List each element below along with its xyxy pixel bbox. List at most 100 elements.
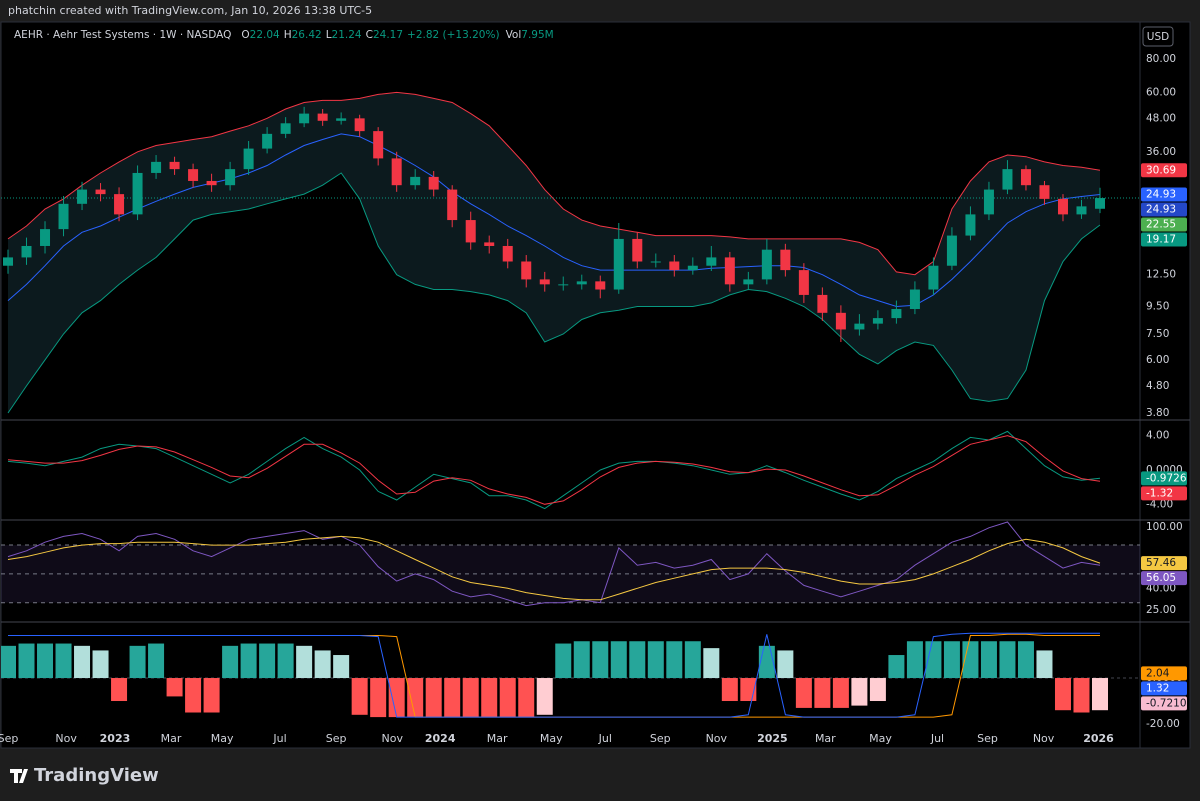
last-value-tag — [1141, 696, 1187, 711]
x-tick-label: May — [211, 732, 234, 745]
histogram-bar — [1073, 678, 1090, 713]
histogram-bar — [906, 641, 923, 679]
last-value-label: -0.7210 — [1146, 697, 1187, 709]
histogram-bar — [481, 678, 498, 718]
candle-body — [1076, 206, 1087, 215]
histogram-bar — [814, 678, 831, 708]
legend-value: 26.42 — [292, 29, 322, 41]
histogram-bar — [111, 678, 128, 702]
legend-value: 24.17 — [373, 29, 403, 41]
candle-body — [188, 169, 199, 181]
candle-body — [447, 189, 458, 221]
x-tick-label: Nov — [55, 732, 77, 745]
histogram-bar — [314, 650, 331, 679]
candle-body — [687, 265, 698, 271]
histogram-bar — [259, 643, 276, 679]
histogram-bar — [869, 678, 886, 702]
candle-body — [835, 312, 846, 330]
histogram-bar — [925, 641, 942, 679]
candle-body — [502, 245, 513, 262]
candle-body — [132, 172, 143, 215]
histogram-bar — [888, 655, 905, 679]
candle-body — [1002, 169, 1013, 190]
histogram-bar — [980, 641, 997, 679]
candle-body — [1020, 169, 1031, 186]
indicator-line — [7, 435, 1101, 505]
x-tick-label: Jul — [272, 732, 286, 745]
histogram-bar — [333, 655, 350, 679]
candle-body — [262, 133, 273, 149]
candle-body — [854, 323, 865, 330]
y-tick-label: 7.50 — [1146, 328, 1169, 340]
currency-button[interactable] — [1142, 26, 1174, 47]
last-value-label: 24.93 — [1146, 188, 1176, 200]
candle-body — [983, 189, 994, 215]
candle-body — [521, 261, 532, 280]
histogram-bar — [1, 645, 16, 679]
candle-body — [539, 279, 550, 285]
candle-body — [336, 118, 347, 121]
candle-body — [465, 220, 476, 243]
histogram-bar — [610, 641, 627, 679]
plot — [1, 91, 1140, 718]
currency[interactable]: USD — [1147, 31, 1169, 43]
histogram-bar — [1017, 641, 1034, 679]
last-value-tag — [1141, 202, 1187, 217]
histogram-bar — [370, 678, 387, 718]
histogram-bar — [1036, 650, 1053, 679]
histogram-bar — [518, 678, 535, 718]
x-tick-label: Nov — [706, 732, 728, 745]
last-value-tag — [1141, 232, 1187, 247]
y-tick-label: 80.00 — [1146, 53, 1176, 65]
last-value-label: 57.46 — [1146, 557, 1176, 569]
candle-body — [410, 176, 421, 186]
y-tick-label: 4.80 — [1146, 380, 1169, 392]
candle-body — [891, 309, 902, 319]
legend-value: 22.04 — [250, 29, 280, 41]
histogram-bar — [462, 678, 479, 718]
indicator-line — [7, 521, 1101, 607]
histogram-bar — [499, 678, 516, 718]
histogram-bar — [573, 641, 590, 679]
candle-body — [946, 235, 957, 266]
candle-body — [169, 161, 180, 170]
candle-body — [798, 270, 809, 295]
indicator-line — [7, 91, 1101, 276]
candle-body — [3, 257, 13, 266]
histogram-bar — [758, 645, 775, 679]
histogram-bar — [407, 678, 424, 718]
candle-body — [428, 176, 439, 190]
y-tick-label: 9.50 — [1146, 301, 1169, 313]
y-tick-label: 48.00 — [1146, 112, 1176, 124]
histogram-bar — [148, 643, 165, 679]
histogram-bar — [555, 643, 572, 679]
x-tick-label: 2024 — [425, 732, 456, 745]
candle-body — [928, 265, 939, 290]
candle-body — [373, 131, 384, 159]
candle-body — [761, 249, 772, 280]
y-tick-label: 12.50 — [1146, 269, 1176, 281]
x-tick-label: 2026 — [1083, 732, 1114, 745]
last-value-label: 24.93 — [1146, 203, 1176, 215]
histogram-bar — [277, 643, 294, 679]
indicator-line — [8, 632, 1100, 718]
candle-body — [114, 194, 125, 215]
histogram-bar — [222, 645, 239, 679]
candle-body — [965, 214, 976, 236]
last-value-label: 30.69 — [1146, 164, 1176, 176]
y-tick-label: -4.00 — [1146, 498, 1173, 510]
histogram-bar — [943, 641, 960, 679]
candle-body — [40, 229, 51, 246]
last-value-label: 56.05 — [1146, 572, 1176, 584]
candle-body — [724, 257, 735, 285]
last-value-label: 19.17 — [1146, 233, 1176, 245]
histogram-bar — [425, 678, 442, 718]
histogram-bar — [351, 678, 368, 715]
last-value-label: -1.32 — [1146, 487, 1173, 499]
candle-body — [391, 158, 402, 186]
histogram-bar — [629, 641, 646, 679]
last-value-tag — [1141, 187, 1187, 202]
histogram-bar — [777, 650, 794, 679]
x-tick-label: Nov — [382, 732, 404, 745]
